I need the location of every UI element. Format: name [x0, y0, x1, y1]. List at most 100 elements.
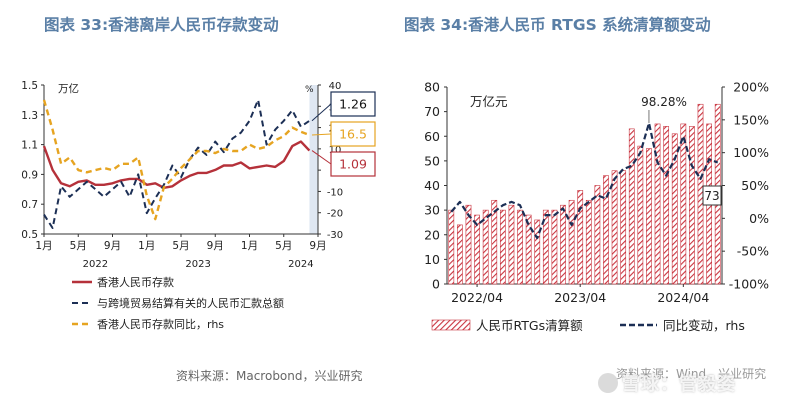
x-tick-label: 9月 [104, 240, 121, 252]
x-tick-label: 1月 [35, 240, 52, 252]
rtgs-bar [517, 209, 523, 285]
right-y-tick-label: 50% [741, 178, 769, 193]
rtgs-bar [585, 199, 592, 285]
left-y-tick-label: 30 [424, 203, 440, 218]
right-y-tick-label: -10 [327, 187, 343, 198]
peak-label: 98.28% [641, 95, 687, 109]
rtgs-bar [568, 199, 575, 285]
year-label: 2022 [83, 259, 108, 270]
rtgs-bar [620, 170, 627, 285]
right-y-tick-label: 100% [733, 145, 769, 160]
rtgs-bar [689, 126, 695, 285]
rtgs-bar [457, 224, 463, 285]
snowball-logo-icon [598, 373, 618, 393]
rtgs-bar [697, 103, 704, 285]
x-tick-label: 2024/04 [657, 290, 709, 305]
left-y-tick-label: 0.9 [21, 169, 38, 181]
rtgs-bar [534, 219, 541, 285]
rtgs-bar [499, 209, 506, 285]
deposit-callout-box [330, 151, 376, 177]
deposit-chart: 0.50.70.91.11.31.5-30-20-10010203040万亿%1… [21, 80, 376, 331]
left-unit-label: 万亿 [58, 82, 79, 95]
deposit-callout-leader [311, 150, 332, 165]
legend-label: 香港人民币存款同比，rhs [97, 317, 224, 331]
rtgs-bar [654, 123, 661, 285]
watermark-text: 雪球：管毅姿 [622, 374, 736, 395]
right-y-tick-label: -50% [737, 244, 769, 259]
right-unit-label: % [305, 85, 314, 95]
watermark: 雪球：管毅姿 [598, 370, 736, 396]
right-y-tick-label: 200% [733, 80, 769, 95]
left-y-tick-label: 1.1 [21, 140, 38, 152]
left-y-tick-label: 1.3 [21, 110, 38, 122]
left-y-tick-label: 60 [424, 129, 440, 144]
rtgs-bar [542, 209, 549, 285]
rtgs-bar [448, 209, 455, 285]
rtgs-bar [508, 204, 515, 285]
right-y-tick-label: -100% [729, 277, 769, 292]
x-tick-label: 5月 [70, 240, 87, 252]
legend-label: 人民币RTGs清算额 [476, 318, 583, 333]
rtgs-yoy-line [450, 121, 719, 240]
deposit-line [42, 140, 311, 190]
left-y-tick-label: 10 [424, 252, 440, 267]
deposit-yoy-line [42, 99, 310, 221]
crossborder-callout-box [330, 91, 376, 117]
right-y-tick-label: -30 [327, 230, 343, 241]
rtgs-bar [577, 190, 584, 285]
rtgs-bar [560, 204, 566, 285]
left-y-tick-label: 20 [424, 227, 440, 242]
latest-value-callout-box [702, 185, 722, 206]
rtgs-bar [465, 204, 472, 285]
x-tick-label: 5月 [172, 240, 189, 252]
yoy-callout-text: 16.5 [339, 127, 367, 142]
right-chart-source: 资料来源：Wind，兴业研究 [616, 367, 767, 381]
rtgs-bar [594, 185, 601, 285]
right-chart-title: 图表 34:香港人民币 RTGS 系统清算额变动 [404, 16, 711, 34]
legend-label: 同比变动，rhs [663, 318, 745, 333]
left-unit-label: 万亿元 [470, 94, 508, 109]
right-y-tick-label: 10 [329, 145, 342, 156]
rtgs-bar [603, 175, 609, 285]
right-y-tick-label: -20 [327, 209, 343, 220]
yoy-callout-box [330, 121, 376, 147]
rtgs-bar [491, 199, 498, 285]
rtgs-bar [525, 214, 532, 285]
crossborder-callout-text: 1.26 [339, 97, 367, 112]
latest-value-callout-text: 73 [704, 189, 719, 203]
left-y-tick-label: 0.7 [21, 199, 38, 211]
left-chart-title: 图表 33:香港离岸人民币存款变动 [44, 16, 279, 34]
legend-label: 与跨境贸易结算有关的人民币汇款总额 [97, 296, 284, 310]
rtgs-bar [646, 148, 652, 285]
left-y-tick-label: 50 [424, 153, 440, 168]
x-tick-label: 2023/04 [554, 290, 606, 305]
rtgs-bar [628, 128, 635, 285]
x-tick-label: 2022/04 [451, 290, 503, 305]
rtgs-bar [671, 133, 678, 285]
rtgs-bar [637, 145, 644, 285]
x-tick-label: 1月 [138, 240, 155, 252]
x-tick-label: 1月 [241, 240, 258, 252]
forecast-highlight-band [309, 85, 318, 234]
yoy-callout-leader [311, 133, 332, 136]
rtgs-bar [482, 209, 489, 285]
x-tick-label: 5月 [275, 240, 292, 252]
year-label: 2024 [288, 259, 313, 270]
x-tick-label: 9月 [309, 240, 326, 252]
rtgs-bar [611, 170, 618, 285]
rtgs-bar [680, 123, 687, 285]
right-y-tick-label: 0% [749, 211, 769, 226]
left-y-tick-label: 1.5 [21, 80, 38, 92]
left-y-tick-label: 40 [424, 178, 440, 193]
right-y-tick-label: 150% [733, 112, 769, 127]
left-chart-source: 资料来源：Macrobond，兴业研究 [176, 369, 363, 383]
rtgs-bar [551, 209, 558, 285]
legend-swatch-bar [431, 319, 471, 331]
crossborder-callout-leader [311, 103, 332, 122]
left-y-tick-label: 0.5 [21, 229, 38, 241]
year-label: 2023 [185, 259, 210, 270]
legend-label: 香港人民币存款 [97, 275, 174, 289]
rtgs-chart: 0 10 20 30 40 50 60 70 80 -100% -50% 0% 50% 100% 150% 2… [424, 80, 769, 334]
left-y-tick-label: 80 [424, 80, 440, 95]
rtgs-bar [663, 126, 670, 285]
